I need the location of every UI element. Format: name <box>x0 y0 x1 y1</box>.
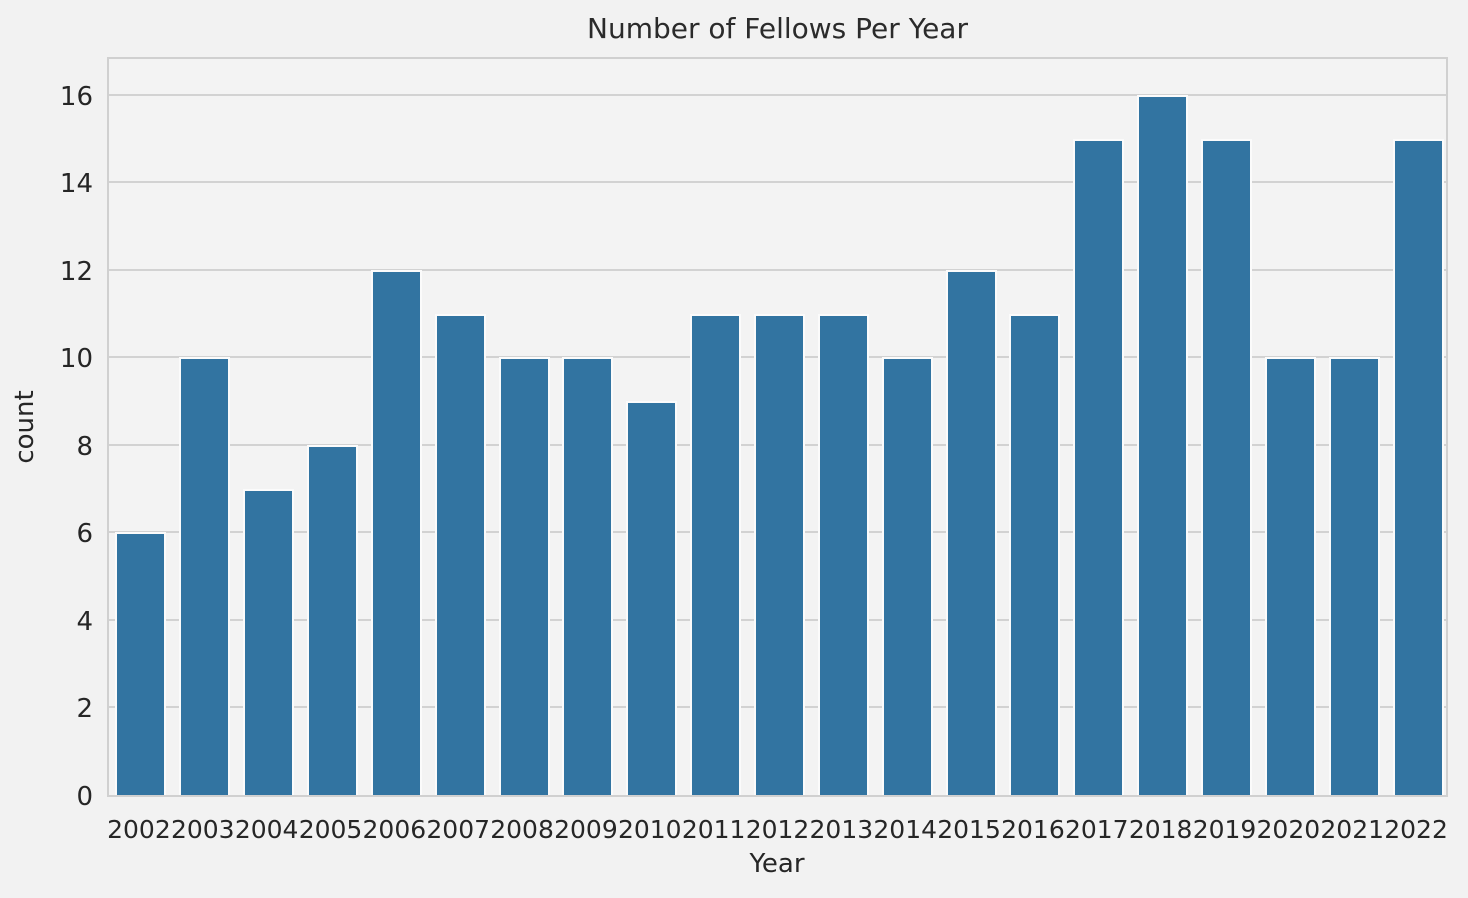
bar-2014 <box>881 357 933 795</box>
x-tick-2013: 2013 <box>809 815 874 844</box>
bar-2022 <box>1392 138 1444 795</box>
x-tick-2008: 2008 <box>490 815 554 844</box>
bar-2006 <box>370 269 422 795</box>
x-tick-2017: 2017 <box>1064 815 1129 844</box>
x-tick-2007: 2007 <box>426 815 491 844</box>
x-tick-2003: 2003 <box>170 815 235 844</box>
bar-2010 <box>626 401 678 795</box>
bar-2008 <box>498 357 550 795</box>
y-tick-12: 12 <box>59 256 93 287</box>
bar-2012 <box>753 313 806 795</box>
bar-2007 <box>434 313 486 795</box>
x-axis-label: Year <box>749 849 805 879</box>
y-tick-6: 6 <box>76 519 93 550</box>
bar-2019 <box>1200 138 1253 795</box>
bar-2011 <box>690 313 742 795</box>
x-tick-2005: 2005 <box>298 815 363 844</box>
bar-2004 <box>243 488 295 795</box>
bar-2021 <box>1328 357 1380 795</box>
chart-title: Number of Fellows Per Year <box>587 12 968 45</box>
y-tick-4: 4 <box>76 606 93 637</box>
x-tick-2022: 2022 <box>1384 815 1448 844</box>
x-tick-2002: 2002 <box>107 815 171 844</box>
y-tick-10: 10 <box>59 344 93 375</box>
y-tick-0: 0 <box>76 782 93 812</box>
gridline-y-12 <box>109 268 1446 271</box>
x-tick-2004: 2004 <box>234 815 299 844</box>
bar-2009 <box>562 357 614 795</box>
x-tick-2006: 2006 <box>362 815 427 844</box>
gridline-y-14 <box>109 181 1446 184</box>
x-tick-2020: 2020 <box>1256 815 1321 844</box>
x-tick-2014: 2014 <box>873 815 938 844</box>
y-tick-16: 16 <box>59 81 93 112</box>
x-tick-2010: 2010 <box>617 815 682 844</box>
bar-2020 <box>1264 357 1316 795</box>
x-tick-2018: 2018 <box>1128 815 1193 844</box>
x-tick-2019: 2019 <box>1192 815 1257 844</box>
y-tick-14: 14 <box>59 169 93 200</box>
bar-2013 <box>817 313 869 795</box>
bar-2003 <box>179 357 231 795</box>
x-tick-2012: 2012 <box>745 815 810 844</box>
x-tick-2015: 2015 <box>937 815 1001 844</box>
x-tick-2016: 2016 <box>1001 815 1065 844</box>
bar-2017 <box>1073 138 1125 795</box>
bar-2002 <box>115 532 167 795</box>
x-tick-2009: 2009 <box>554 815 618 844</box>
bar-2005 <box>306 444 359 795</box>
bar-2016 <box>1009 313 1061 795</box>
x-tick-2021: 2021 <box>1320 815 1385 844</box>
gridline-y-16 <box>109 93 1446 96</box>
plot-area <box>107 57 1448 797</box>
y-tick-8: 8 <box>76 431 93 462</box>
y-tick-2: 2 <box>76 694 93 725</box>
bar-2015 <box>945 269 997 795</box>
bar-2018 <box>1137 94 1189 795</box>
x-tick-2011: 2011 <box>681 815 746 844</box>
